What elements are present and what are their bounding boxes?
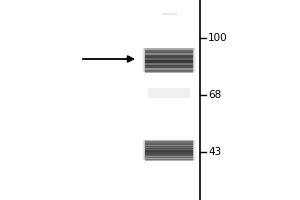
Bar bbox=[145, 155, 193, 156]
Bar bbox=[144, 140, 145, 160]
Bar bbox=[145, 145, 193, 146]
Bar bbox=[148, 88, 190, 98]
Bar bbox=[145, 62, 193, 63]
Bar bbox=[145, 146, 193, 147]
Bar bbox=[193, 140, 195, 160]
Bar bbox=[145, 55, 193, 56]
Bar bbox=[145, 68, 193, 69]
Bar bbox=[145, 66, 193, 68]
Bar bbox=[145, 53, 193, 54]
Bar bbox=[144, 48, 145, 72]
Bar bbox=[145, 58, 193, 59]
Bar bbox=[142, 140, 145, 160]
Bar bbox=[145, 60, 193, 62]
Bar bbox=[145, 151, 193, 152]
Bar bbox=[193, 48, 195, 72]
Bar bbox=[144, 140, 145, 160]
Bar bbox=[145, 156, 193, 157]
Bar bbox=[143, 140, 145, 160]
Bar bbox=[145, 154, 193, 156]
Bar bbox=[193, 140, 194, 160]
Bar bbox=[145, 65, 193, 66]
Bar bbox=[145, 59, 193, 60]
Bar bbox=[193, 48, 196, 72]
Bar bbox=[145, 60, 193, 61]
Bar bbox=[145, 143, 193, 145]
Bar bbox=[145, 160, 193, 161]
Bar bbox=[145, 51, 193, 53]
Bar bbox=[145, 70, 193, 71]
Bar bbox=[145, 49, 193, 50]
Bar bbox=[145, 69, 193, 70]
Bar bbox=[145, 65, 193, 67]
Bar bbox=[145, 142, 193, 143]
Bar bbox=[145, 153, 193, 154]
Text: 43: 43 bbox=[208, 147, 221, 157]
Bar bbox=[145, 140, 193, 141]
Bar bbox=[145, 67, 193, 68]
Bar bbox=[145, 56, 193, 58]
Bar bbox=[142, 140, 145, 160]
Bar bbox=[145, 148, 193, 149]
Bar bbox=[142, 48, 145, 72]
Bar bbox=[145, 149, 193, 150]
Bar bbox=[145, 150, 193, 151]
Bar bbox=[193, 48, 194, 72]
Bar bbox=[145, 146, 193, 147]
Bar bbox=[145, 54, 193, 55]
Bar bbox=[145, 71, 193, 72]
Bar bbox=[145, 147, 193, 148]
Bar bbox=[145, 148, 193, 149]
Bar bbox=[145, 70, 193, 72]
Bar bbox=[193, 140, 196, 160]
Bar bbox=[145, 48, 193, 49]
Bar bbox=[145, 141, 193, 142]
Text: 100: 100 bbox=[208, 33, 228, 43]
Bar bbox=[145, 158, 193, 159]
Text: =====: ===== bbox=[162, 12, 178, 18]
Bar bbox=[145, 154, 193, 155]
Bar bbox=[145, 55, 193, 57]
Text: 68: 68 bbox=[208, 90, 221, 100]
Bar bbox=[193, 48, 196, 72]
Bar bbox=[193, 140, 196, 160]
Bar bbox=[143, 48, 145, 72]
Bar bbox=[142, 48, 145, 72]
Bar bbox=[145, 64, 193, 65]
Bar bbox=[145, 63, 193, 64]
Bar bbox=[144, 48, 145, 72]
Bar bbox=[145, 144, 193, 145]
Bar bbox=[145, 143, 193, 144]
Bar bbox=[145, 72, 193, 73]
Bar bbox=[145, 159, 193, 160]
Bar bbox=[145, 150, 193, 152]
Bar bbox=[145, 50, 193, 52]
Bar bbox=[145, 152, 193, 153]
Bar bbox=[145, 157, 193, 158]
Bar bbox=[193, 140, 194, 160]
Bar bbox=[145, 61, 193, 63]
Bar bbox=[145, 159, 193, 160]
Bar bbox=[145, 141, 193, 143]
Bar bbox=[145, 57, 193, 58]
Bar bbox=[145, 50, 193, 51]
Bar bbox=[145, 157, 193, 158]
Bar bbox=[193, 48, 194, 72]
Bar bbox=[145, 52, 193, 53]
Bar bbox=[145, 152, 193, 154]
